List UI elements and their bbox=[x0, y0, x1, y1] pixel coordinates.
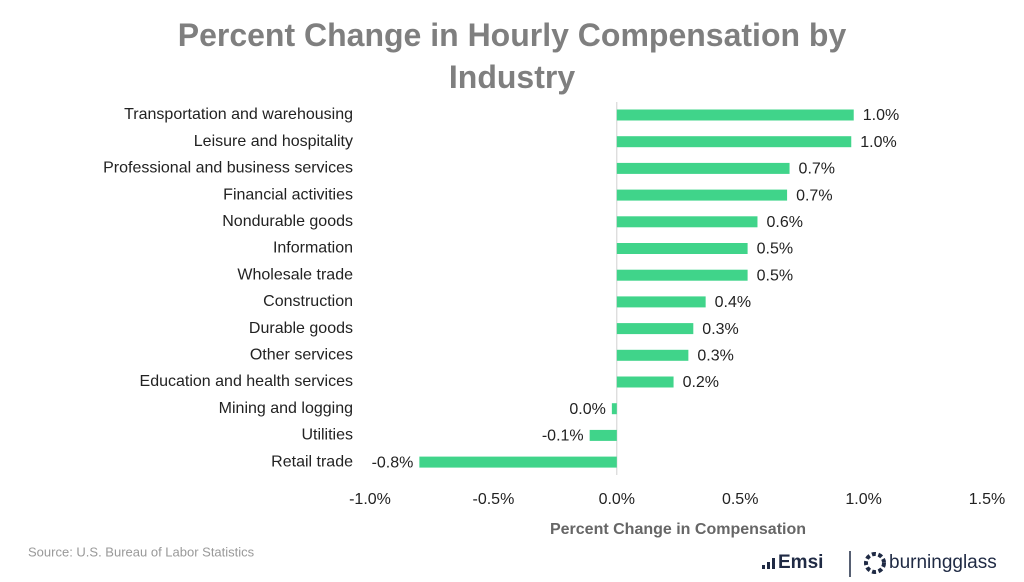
y-tick-label: Transportation and warehousing bbox=[124, 106, 353, 123]
y-tick-label: Durable goods bbox=[249, 320, 353, 337]
y-tick-label: Utilities bbox=[301, 427, 353, 444]
logo-burningglass: burningglass bbox=[889, 552, 997, 573]
source: Source: U.S. Bureau of Labor Statistics bbox=[28, 544, 255, 559]
y-tick-label: Wholesale trade bbox=[237, 266, 353, 283]
y-tick-label: Professional and business services bbox=[103, 160, 353, 177]
bar bbox=[611, 403, 617, 415]
value-label: 0.7% bbox=[799, 161, 835, 178]
value-label: 0.7% bbox=[796, 187, 832, 204]
y-tick-label: Information bbox=[273, 240, 353, 257]
chart-title: Percent Change in Hourly Compensation by… bbox=[177, 17, 847, 95]
y-tick-label: Retail trade bbox=[271, 453, 353, 470]
value-label: 0.4% bbox=[715, 294, 751, 311]
y-tick-label: Mining and logging bbox=[219, 400, 353, 417]
bar bbox=[616, 243, 748, 254]
x-tick-label: 1.5% bbox=[969, 491, 1005, 508]
value-label: 0.0% bbox=[569, 401, 605, 418]
emsi-icon bbox=[762, 558, 775, 569]
y-tick-label: Education and health services bbox=[140, 373, 353, 390]
y-tick-label: Financial activities bbox=[223, 186, 353, 203]
value-label: 0.6% bbox=[766, 214, 802, 231]
value-label: 1.0% bbox=[863, 107, 899, 124]
bar bbox=[616, 349, 689, 361]
x-axis-label: Percent Change in Compensation bbox=[550, 521, 806, 538]
x-tick-label: 1.0% bbox=[845, 491, 881, 508]
logo-emsi: Emsi bbox=[778, 552, 823, 573]
value-label: 0.3% bbox=[702, 321, 738, 338]
bar bbox=[616, 109, 854, 121]
x-tick-label: -0.5% bbox=[473, 491, 515, 508]
y-tick-label: Leisure and hospitality bbox=[194, 133, 353, 150]
value-label: 1.0% bbox=[860, 134, 896, 151]
value-label: -0.1% bbox=[542, 428, 584, 445]
bar bbox=[616, 269, 748, 281]
bar bbox=[616, 216, 758, 228]
value-label: -0.8% bbox=[372, 454, 414, 471]
bar bbox=[616, 136, 852, 148]
bar bbox=[616, 162, 790, 174]
value-label: 0.5% bbox=[757, 241, 793, 258]
bar bbox=[616, 189, 788, 201]
value-label: 0.2% bbox=[683, 374, 719, 391]
bar bbox=[589, 429, 617, 441]
bar bbox=[419, 456, 617, 468]
y-tick-label: Nondurable goods bbox=[222, 213, 353, 230]
y-tick-label: Other services bbox=[250, 347, 353, 364]
x-tick-label: 0.0% bbox=[599, 491, 635, 508]
burningglass-icon bbox=[864, 552, 886, 574]
bar bbox=[616, 323, 694, 335]
value-label: 0.3% bbox=[697, 348, 733, 365]
bar bbox=[616, 376, 674, 388]
bar bbox=[616, 296, 706, 308]
x-tick-label: -1.0% bbox=[349, 491, 391, 508]
x-tick-label: 0.5% bbox=[722, 491, 758, 508]
value-label: 0.5% bbox=[757, 267, 793, 284]
y-tick-label: Construction bbox=[263, 293, 353, 310]
